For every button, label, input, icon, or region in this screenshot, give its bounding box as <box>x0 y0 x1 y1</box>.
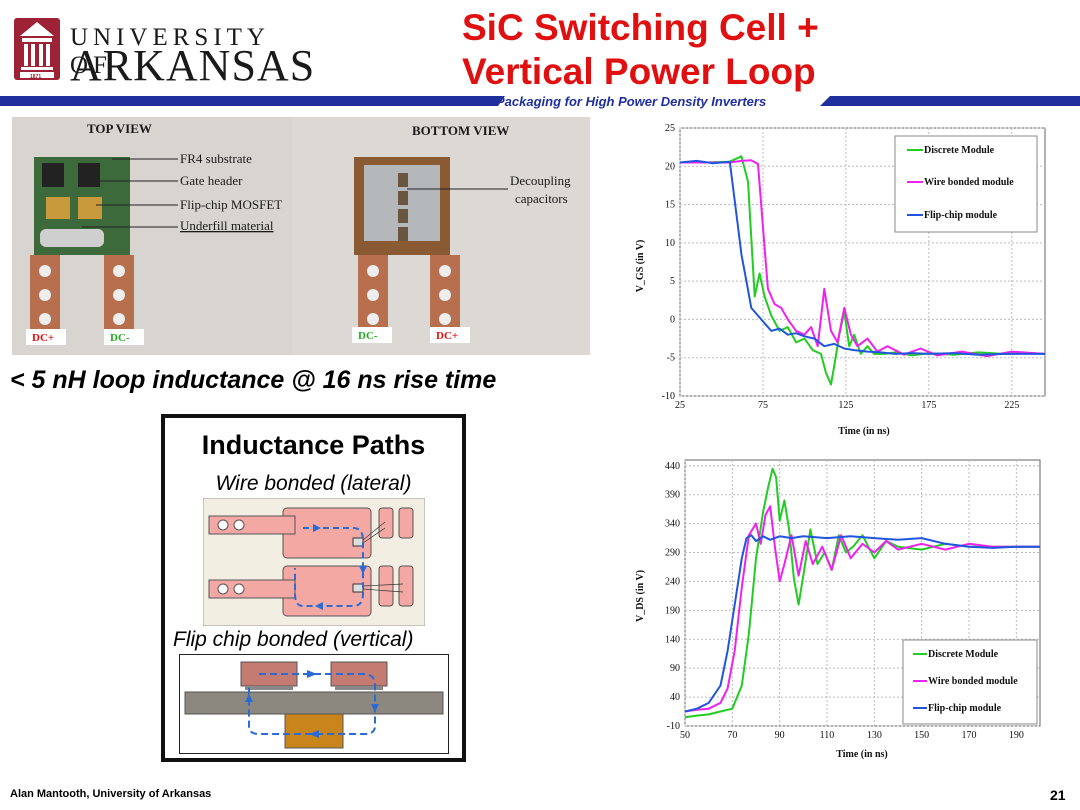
vds-series-wire-bonded-module <box>684 505 1040 713</box>
vgs-series-wire-bonded-module <box>680 159 1046 358</box>
label-flip-chip-mosfet: Flip-chip MOSFET <box>180 197 282 212</box>
flip-chip-diagram <box>179 654 449 754</box>
vds-ytick-label: -10 <box>667 721 680 732</box>
vgs-ytick-label: -10 <box>662 391 675 402</box>
vgs-series-flip-chip-module <box>679 159 1045 356</box>
vds-x-axis-label: Time (in ns) <box>836 749 888 760</box>
flip-chip-label: Flip chip bonded (vertical) <box>173 628 414 651</box>
vds-xtick-label: 190 <box>1009 730 1024 741</box>
label-fr4-substrate: FR4 substrate <box>180 151 252 166</box>
vds-ytick-label: 40 <box>670 692 680 703</box>
inductance-paths-box: Inductance Paths Wire bonded (lateral) F… <box>161 414 466 762</box>
vgs-ytick-label: 0 <box>670 314 675 325</box>
vds-ytick-label: 190 <box>665 605 680 616</box>
top-view-board <box>30 157 134 339</box>
vds-ytick-label: 90 <box>670 663 680 674</box>
vds-ytick-label: 140 <box>665 634 680 645</box>
vds-legend-wire: Wire bonded module <box>928 676 1018 687</box>
vds-xtick-label: 170 <box>962 730 977 741</box>
label-underfill-material: Underfill material <box>180 218 274 233</box>
vds-series-group <box>684 467 1040 719</box>
terminal-dc-plus-top: DC+ <box>32 332 54 344</box>
vds-ytick-label: 390 <box>665 490 680 501</box>
vgs-ytick-label: 20 <box>665 161 675 172</box>
terminal-dc-minus-top: DC- <box>110 332 130 344</box>
vds-xtick-label: 150 <box>914 730 929 741</box>
vds-xtick-label: 70 <box>727 730 737 741</box>
vds-legend: Discrete Module Wire bonded module Flip-… <box>902 639 1038 725</box>
vds-xtick-label: 90 <box>775 730 785 741</box>
header-banner <box>0 96 1080 106</box>
vgs-legend-flip: Flip-chip module <box>924 210 998 221</box>
vgs-tick-labels: 25 75 125 175 225 25 20 15 10 5 0 -5 -10 <box>662 123 1020 411</box>
vds-legend-flip: Flip-chip module <box>928 703 1002 714</box>
vds-legend-discrete: Discrete Module <box>928 649 999 660</box>
slide-subtitle: Packaging for High Power Density Inverte… <box>496 94 767 109</box>
vds-ytick-label: 440 <box>665 461 680 472</box>
vgs-legend: Discrete Module Wire bonded module Flip-… <box>894 135 1038 233</box>
bottom-view-label: BOTTOM VIEW <box>412 123 509 138</box>
vgs-legend-discrete: Discrete Module <box>924 145 995 156</box>
vgs-ytick-label: 10 <box>665 238 675 249</box>
page-number: 21 <box>1050 787 1066 803</box>
vgs-legend-wire: Wire bonded module <box>924 177 1014 188</box>
vgs-xtick-label: 225 <box>1004 400 1019 411</box>
vds-ytick-label: 240 <box>665 576 680 587</box>
top-view-label: TOP VIEW <box>87 121 152 136</box>
vds-tick-labels: 50 70 90 110 130 150 170 190 440 390 340 290 240 190 1… <box>665 461 1024 741</box>
logo-university-of: UNIVERSITY OF <box>70 24 270 79</box>
terminal-dc-minus-bottom: DC- <box>358 330 378 342</box>
logo-arkansas: ARKANSAS <box>70 41 316 90</box>
vgs-ytick-label: 15 <box>665 200 675 211</box>
university-seal-icon <box>14 18 60 80</box>
vgs-chart: 25 75 125 175 225 25 20 15 10 5 0 -5 -10 Time (in ns… <box>635 123 1046 437</box>
banner-left-bar <box>0 96 505 106</box>
label-capacitors: capacitors <box>515 191 568 206</box>
vds-chart: 50 70 90 110 130 150 170 190 440 390 340 290 240 190 1… <box>635 459 1041 760</box>
bottom-view-board <box>354 157 460 339</box>
label-decoupling: Decoupling <box>510 173 571 188</box>
banner-right-bar <box>820 96 1080 106</box>
terminal-dc-plus-bottom: DC+ <box>436 330 458 342</box>
title-line-2: Vertical Power Loop <box>462 51 816 92</box>
vgs-xtick-label: 75 <box>758 400 768 411</box>
vgs-ytick-label: 5 <box>670 276 675 287</box>
vds-xtick-label: 110 <box>820 730 835 741</box>
vgs-ytick-label: 25 <box>665 123 675 134</box>
vds-ytick-label: 290 <box>665 548 680 559</box>
vgs-xtick-label: 25 <box>675 400 685 411</box>
vgs-series-group <box>679 155 1046 386</box>
slide-title: SiC Switching Cell + Vertical Power Loop <box>462 6 819 94</box>
vds-series-flip-chip-module <box>684 534 1040 713</box>
vgs-y-axis-label: V_GS (in V) <box>635 240 646 293</box>
vds-y-axis-label: V_DS (in V) <box>635 570 646 622</box>
wire-bonded-label: Wire bonded (lateral) <box>215 472 412 495</box>
university-logo: 1871 UNIVERSITY OF ARKANSAS <box>12 14 314 88</box>
wire-bonded-diagram <box>203 498 425 626</box>
vgs-xtick-label: 175 <box>921 400 936 411</box>
module-photo: TOP VIEW BOTTOM VIEW FR4 substrate Gate … <box>12 117 590 355</box>
title-line-1: SiC Switching Cell + <box>462 7 819 48</box>
logo-year: 1871 <box>30 74 42 80</box>
inductance-paths-title: Inductance Paths <box>201 430 426 460</box>
vgs-x-axis-label: Time (in ns) <box>838 426 890 437</box>
vgs-xtick-label: 125 <box>838 400 853 411</box>
vds-xtick-label: 130 <box>867 730 882 741</box>
footer-author: Alan Mantooth, University of Arkansas <box>10 788 212 800</box>
vds-ytick-label: 340 <box>665 519 680 530</box>
label-gate-header: Gate header <box>180 173 243 188</box>
loop-inductance-statement: < 5 nH loop inductance @ 16 ns rise time <box>10 366 497 394</box>
vgs-ytick-label: -5 <box>667 353 675 364</box>
vds-xtick-label: 50 <box>680 730 690 741</box>
